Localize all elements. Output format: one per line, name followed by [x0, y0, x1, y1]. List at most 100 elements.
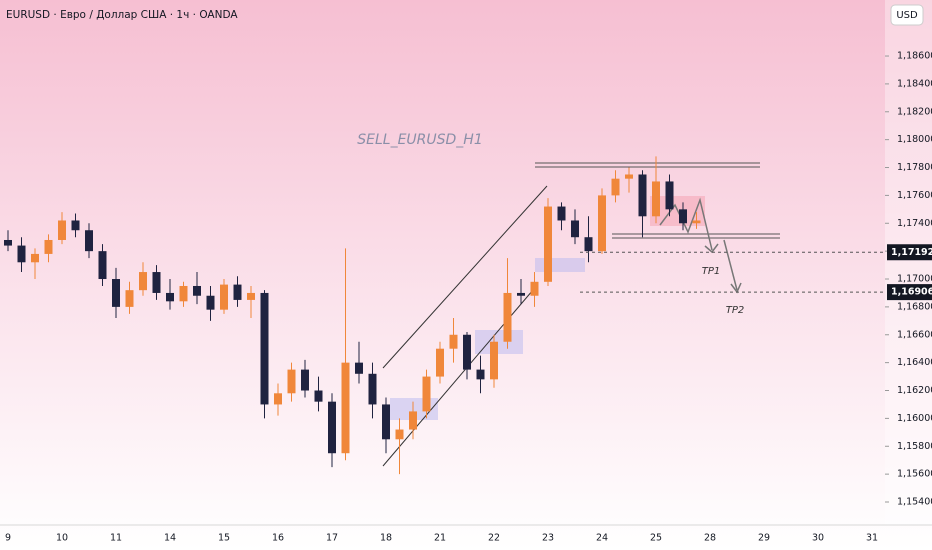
candle-body	[584, 237, 593, 252]
currency-label[interactable]: USD	[896, 10, 918, 21]
candle-body	[287, 369, 296, 394]
x-tick-label: 18	[380, 533, 392, 544]
x-tick-label: 9	[5, 533, 11, 544]
x-tick-label: 22	[488, 533, 500, 544]
candle-body	[341, 362, 350, 454]
y-tick-label: 1,16000	[897, 413, 932, 424]
zone	[535, 258, 585, 272]
y-tick-label: 1,16200	[897, 385, 932, 396]
candle-body	[463, 334, 471, 370]
candle-body	[179, 285, 188, 302]
y-tick-label: 1,17400	[897, 218, 932, 229]
x-tick-label: 10	[56, 533, 68, 544]
x-tick-label: 11	[110, 533, 122, 544]
x-tick-label: 24	[596, 533, 608, 544]
candle-body	[85, 230, 93, 252]
candle-body	[530, 281, 539, 296]
x-tick-label: 21	[434, 533, 446, 544]
candle-body	[449, 334, 458, 349]
candle-body	[409, 411, 417, 430]
tp-label: TP1	[702, 266, 721, 277]
y-tick-label: 1,17600	[897, 190, 932, 201]
candle-body	[571, 220, 579, 238]
candle-body	[139, 272, 147, 291]
tp-label: TP2	[726, 305, 745, 316]
candle-body	[679, 209, 687, 224]
candle-body	[58, 220, 66, 240]
candle-body	[206, 295, 215, 310]
y-tick-label: 1,18400	[897, 78, 932, 89]
candle-body	[31, 253, 39, 263]
candle-body	[274, 393, 282, 405]
candle-body	[692, 220, 701, 224]
candle-body	[166, 292, 174, 302]
candle-body	[152, 272, 161, 293]
x-tick-label: 25	[650, 533, 662, 544]
y-tick-label: 1,15400	[897, 497, 932, 508]
y-tick-label: 1,15800	[897, 441, 932, 452]
price-tag	[887, 244, 932, 261]
candle-body	[260, 292, 269, 405]
candle-body	[665, 181, 674, 210]
candle-body	[125, 290, 134, 307]
candle-body	[193, 285, 201, 296]
candle-body	[314, 390, 323, 402]
candle-body	[422, 376, 431, 412]
chart-header: EURUSD · Евро / Доллар США · 1ч · OANDA	[6, 9, 238, 21]
candle-body	[17, 245, 26, 263]
candle-body	[557, 206, 566, 221]
candle-body	[517, 292, 525, 296]
projection-path	[723, 239, 738, 291]
candle-body	[638, 174, 647, 217]
candle-body	[44, 239, 53, 254]
candle-body	[652, 181, 660, 217]
candle-body	[301, 369, 309, 391]
y-tick-label: 1,16400	[897, 357, 932, 368]
candle-body	[355, 362, 363, 374]
candle-body	[544, 206, 552, 282]
candle-body	[395, 429, 404, 440]
candle-body	[328, 401, 336, 454]
channel-line	[382, 185, 548, 369]
candle-body	[233, 284, 242, 300]
y-tick-label: 1,16600	[897, 329, 932, 340]
chart-title: SELL_EURUSD_H1	[357, 132, 483, 148]
x-tick-label: 14	[164, 533, 176, 544]
candle-body	[4, 239, 12, 246]
y-tick-label: 1,16800	[897, 301, 932, 312]
candle-body	[112, 279, 120, 307]
x-tick-label: 17	[326, 533, 338, 544]
price-tag-label: 1,17192	[891, 247, 932, 258]
candle-body	[611, 178, 620, 196]
y-tick-label: 1,17800	[897, 162, 932, 173]
zone	[475, 330, 523, 354]
x-tick-label: 30	[812, 533, 824, 544]
candle-body	[436, 348, 444, 377]
candles	[4, 156, 701, 475]
x-tick-label: 15	[218, 533, 230, 544]
candle-body	[247, 292, 255, 300]
y-tick-label: 1,17000	[897, 274, 932, 285]
currency-button[interactable]	[890, 4, 924, 26]
x-tick-label: 29	[758, 533, 770, 544]
candle-body	[490, 341, 498, 380]
price-axis	[885, 0, 932, 525]
x-tick-label: 23	[542, 533, 554, 544]
candle-body	[368, 373, 377, 405]
x-tick-label: 31	[866, 533, 878, 544]
candle-body	[598, 195, 606, 252]
y-tick-label: 1,18600	[897, 51, 932, 62]
y-tick-label: 1,18000	[897, 134, 932, 145]
candle-body	[476, 369, 485, 380]
y-tick-label: 1,15600	[897, 469, 932, 480]
candle-body	[503, 292, 512, 342]
price-tag-label: 1,16906	[891, 287, 932, 298]
x-tick-label: 16	[272, 533, 284, 544]
candle-body	[625, 174, 633, 179]
price-tag	[887, 284, 932, 301]
candle-body	[220, 284, 228, 310]
y-tick-label: 1,18200	[897, 106, 932, 117]
candle-body	[382, 404, 390, 440]
